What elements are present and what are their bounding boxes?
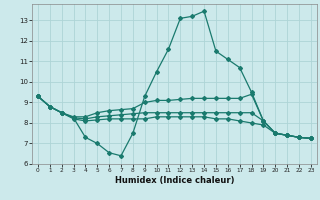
- X-axis label: Humidex (Indice chaleur): Humidex (Indice chaleur): [115, 176, 234, 185]
